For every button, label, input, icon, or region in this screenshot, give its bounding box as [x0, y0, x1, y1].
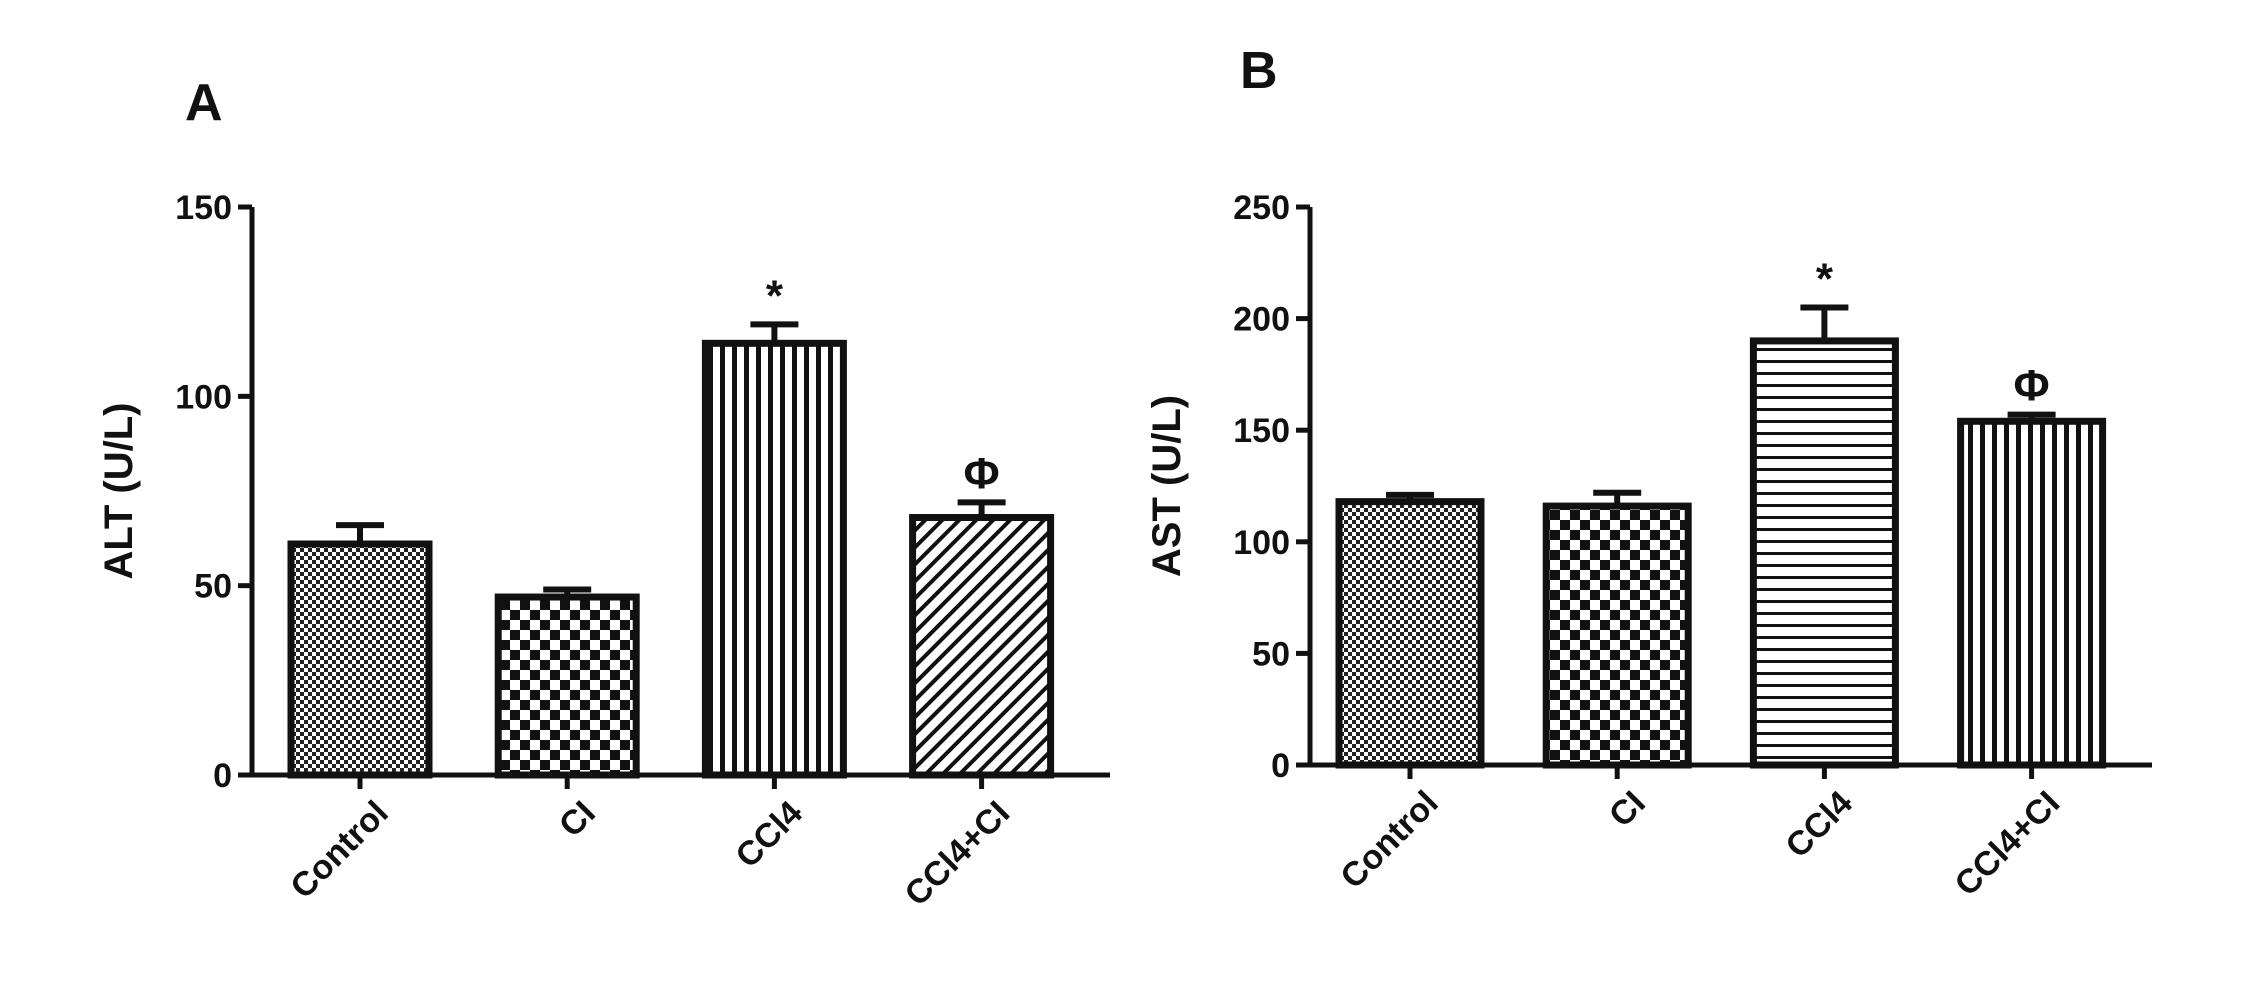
panel-b: B 0 50 100 150 200 250 AST (U/L) Control CI CCl4 * C… [1145, 42, 2152, 904]
y-tick-label: 200 [1233, 301, 1290, 339]
y-tick-label: 150 [1233, 412, 1290, 450]
significance-marker: Φ [2014, 362, 2050, 411]
y-tick-label: 50 [1252, 635, 1290, 673]
y-tick-label: 100 [175, 378, 232, 416]
bar-control [1335, 498, 1485, 769]
y-tick-label: 50 [194, 568, 232, 606]
y-tick-label: 150 [175, 189, 232, 227]
category-label: CCl4+CI [898, 794, 1018, 914]
category-label: CCl4 [728, 794, 810, 876]
bar-ccl4 [701, 339, 847, 779]
category-label: Control [1333, 784, 1445, 896]
significance-marker: * [766, 271, 784, 320]
significance-marker: Φ [964, 449, 1000, 498]
bar-ci [1542, 502, 1692, 769]
category-label: CI [1602, 784, 1653, 835]
panel-label: A [185, 74, 223, 132]
bar-ci [494, 593, 640, 779]
y-tick-label: 0 [213, 757, 232, 795]
y-tick-label: 100 [1233, 524, 1290, 562]
bar-ccl4-ci [1957, 417, 2107, 769]
category-label: CCl4 [1778, 784, 1860, 866]
bar-ccl4 [1749, 337, 1899, 769]
category-label: CI [552, 794, 603, 845]
panel-a: A 0 50 100 150 ALT (U/L) Control CI CCl4 * CCl4+CI… [97, 74, 1110, 914]
bar-ccl4-ci [909, 514, 1055, 779]
category-label: CCl4+CI [1948, 784, 2068, 904]
y-axis-title: ALT (U/L) [97, 403, 141, 580]
y-axis-title: AST (U/L) [1145, 395, 1189, 577]
bar-control [287, 540, 433, 779]
category-label: Control [283, 794, 395, 906]
panel-label: B [1240, 42, 1278, 100]
y-tick-label: 0 [1271, 747, 1290, 785]
significance-marker: * [1816, 254, 1834, 303]
y-tick-label: 250 [1233, 189, 1290, 227]
